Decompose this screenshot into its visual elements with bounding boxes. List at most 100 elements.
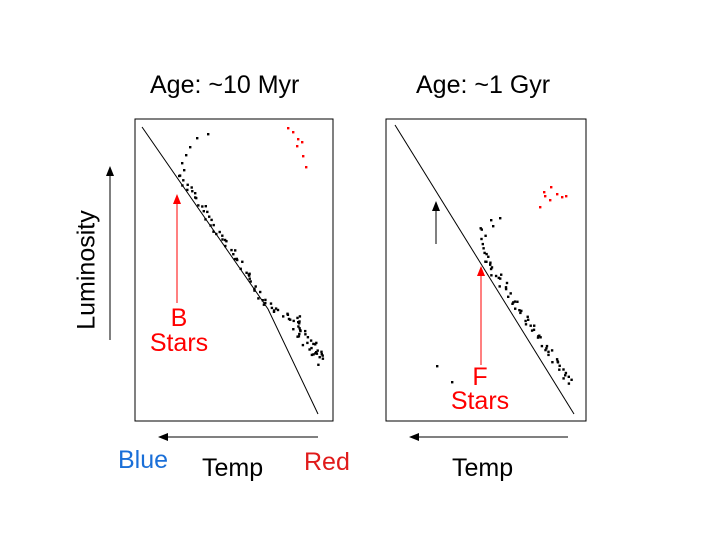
star-point [512,301,515,304]
star-point [204,218,207,221]
star-point [564,371,568,375]
star-point [545,344,549,348]
star-point [451,381,454,384]
star-point [489,261,492,264]
blue-label: Blue [118,446,169,474]
star-point [196,137,199,140]
star-point [500,273,503,276]
red-giant-point [565,195,568,198]
star-point [304,329,307,333]
star-point [248,274,251,277]
star-point [526,315,529,318]
star-point [224,244,227,248]
star-point [487,255,490,258]
star-point [490,266,494,269]
star-point [308,348,311,351]
red-giant-point [297,138,300,141]
star-point [314,343,317,346]
red-label: Red [304,448,350,476]
red-giant-point [556,193,559,196]
red-giant-points-young [287,127,308,169]
star-point [301,343,305,347]
star-point [181,162,184,165]
red-giant-point [543,191,546,194]
star-point [186,183,189,186]
star-point [223,238,227,242]
star-point [182,179,185,182]
star-point [481,242,484,246]
star-point [524,323,528,326]
star-point [484,234,487,237]
star-point [253,289,256,292]
star-point [532,328,536,331]
star-point [490,274,493,277]
red-giant-point [292,131,295,134]
star-point [225,240,228,243]
star-point [499,217,502,220]
star-point [497,276,500,280]
star-point [562,368,565,371]
star-point [499,277,502,280]
star-point [207,133,210,136]
star-point [248,277,251,280]
callout-f-letter: F [472,363,488,391]
star-point [306,336,310,339]
star-point [489,263,492,266]
star-point [185,154,188,157]
star-point [567,382,571,385]
star-point [197,204,200,207]
star-point [315,352,319,355]
star-point [183,169,186,172]
star-point [239,267,242,270]
star-point [194,196,197,199]
star-point [564,374,567,377]
red-giant-point [296,145,299,148]
star-point [550,349,554,352]
star-point [516,300,519,303]
star-point [504,287,508,291]
star-point [556,361,560,364]
star-point [320,350,323,353]
star-point [562,377,565,380]
star-point [215,232,218,236]
main-sequence-line-young [141,126,319,415]
red-giant-point [539,206,542,209]
red-giant-points-old [539,186,568,209]
star-point [312,342,315,346]
star-point [254,285,257,288]
star-point [189,146,192,149]
star-point [498,285,501,288]
star-point [206,210,209,214]
star-point [178,174,181,178]
star-point [530,329,534,332]
star-point [494,274,498,278]
star-point [321,357,325,360]
star-point [218,230,221,234]
star-point [230,248,233,252]
star-point [519,311,522,315]
star-point [248,272,251,275]
star-point [264,298,267,302]
star-point [489,267,493,271]
star-point [482,247,485,250]
star-point [544,348,547,352]
star-point [259,290,262,294]
star-point [490,219,493,222]
star-point [298,332,301,336]
star-point [483,251,486,255]
star-point [297,325,300,328]
star-point [298,322,301,325]
star-point [513,300,517,303]
star-point [547,353,550,357]
star-point [286,313,290,316]
star-point [212,230,215,233]
star-point [547,350,550,353]
star-point [296,335,299,338]
star-point [249,280,252,283]
star-point [314,352,317,355]
red-giant-point [301,141,304,144]
star-point [298,320,301,323]
star-point [520,309,523,313]
star-point [289,318,292,321]
